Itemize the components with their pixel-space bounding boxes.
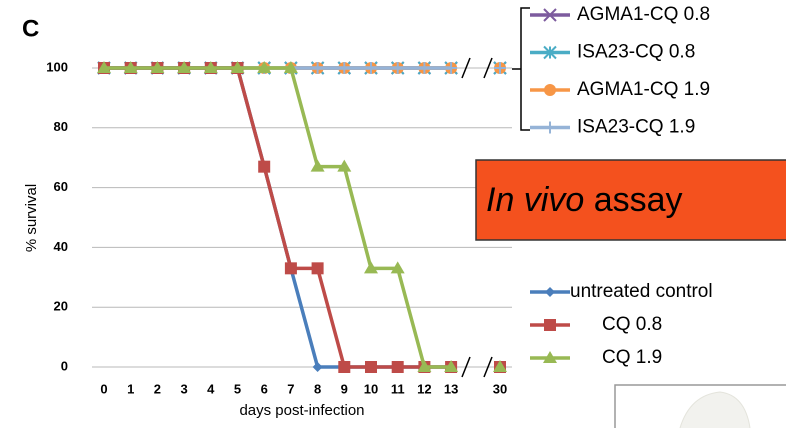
x-tick-label: 3 (180, 381, 187, 396)
y-tick-label: 0 (61, 358, 68, 373)
marker (337, 159, 352, 172)
marker (543, 45, 557, 60)
marker (390, 261, 405, 274)
marker (544, 319, 556, 331)
x-tick-label: 0 (100, 381, 107, 396)
marker (97, 61, 111, 73)
marker (311, 62, 324, 74)
marker (493, 360, 507, 372)
marker (364, 261, 378, 274)
marker (417, 360, 432, 372)
x-tick-label: 1 (127, 381, 134, 396)
y-tick-label: 100 (46, 59, 68, 74)
axis-break (461, 57, 471, 79)
marker (545, 287, 555, 297)
legend-label: AGMA1-CQ 0.8 (577, 4, 710, 25)
marker (338, 62, 351, 74)
marker (445, 62, 458, 74)
marker (310, 159, 325, 172)
marker (543, 8, 557, 22)
x-tick-label: 9 (341, 381, 348, 396)
y-axis-label: % survival (23, 184, 40, 252)
inset-image (679, 391, 751, 428)
marker (338, 361, 351, 373)
x-tick-label: 13 (444, 381, 458, 396)
axis-break (483, 57, 493, 79)
marker (365, 62, 377, 74)
annotation-text: assay (594, 181, 683, 219)
marker (418, 62, 431, 74)
marker (544, 121, 556, 134)
legend-label: CQ 0.8 (602, 314, 662, 335)
marker (284, 262, 297, 275)
marker (203, 61, 218, 73)
marker (544, 84, 556, 96)
y-tick-label: 20 (54, 299, 68, 314)
marker (150, 61, 165, 73)
series-line (104, 66, 452, 369)
marker (543, 351, 557, 363)
annotation-italic: In vivo (486, 181, 584, 219)
panel-label: C (22, 15, 39, 42)
marker (258, 160, 271, 173)
legend-label: untreated control (570, 281, 713, 302)
x-tick-label: 11 (391, 381, 405, 396)
legend-bracket (512, 7, 530, 131)
axis-break (461, 356, 471, 378)
annotation-box (475, 159, 786, 241)
y-tick-label: 80 (54, 119, 68, 134)
marker (311, 262, 324, 275)
x-tick-label: 6 (261, 381, 268, 396)
marker (123, 61, 138, 73)
x-tick-label: 5 (234, 381, 241, 396)
x-tick-label: 10 (364, 381, 378, 396)
marker (391, 62, 404, 74)
x-tick-label: 4 (207, 381, 215, 396)
x-axis-label: days post-infection (239, 402, 364, 419)
marker (444, 360, 459, 372)
marker (391, 361, 404, 373)
x-tick-label: 30 (493, 381, 507, 396)
marker (177, 61, 192, 73)
marker (257, 61, 272, 73)
marker (365, 361, 377, 373)
annotation: In vivo assay (486, 181, 683, 219)
marker (283, 61, 298, 73)
series-line (104, 66, 452, 369)
x-tick-label: 12 (417, 381, 431, 396)
legend-label: ISA23-CQ 0.8 (577, 42, 695, 63)
legend-label: CQ 1.9 (602, 347, 662, 368)
x-tick-label: 2 (154, 381, 161, 396)
x-tick-label: 8 (314, 381, 321, 396)
marker (312, 362, 323, 372)
marker (494, 62, 506, 74)
legend-label: ISA23-CQ 1.9 (577, 117, 695, 138)
marker (230, 61, 245, 73)
x-tick-label: 7 (287, 381, 294, 396)
y-tick-label: 60 (54, 179, 68, 194)
legend-label: AGMA1-CQ 1.9 (577, 79, 710, 100)
axis-break (483, 356, 493, 378)
y-tick-label: 40 (54, 239, 68, 254)
